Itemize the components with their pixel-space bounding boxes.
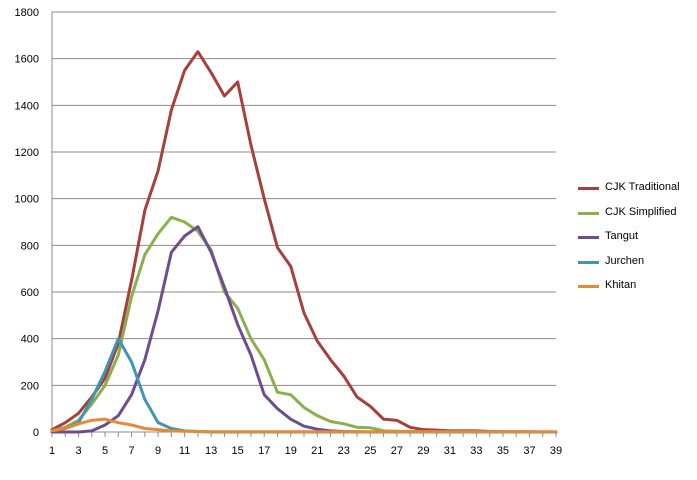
legend-label: CJK Simplified [605, 205, 677, 218]
x-tick-label: 35 [497, 445, 509, 457]
x-tick-label: 33 [470, 445, 482, 457]
legend-item: CJK Traditional [578, 178, 696, 203]
x-tick-label: 31 [444, 445, 456, 457]
x-tick-label: 1 [49, 445, 55, 457]
y-tick-label: 1800 [15, 7, 39, 19]
series-line-cjk-traditional [50, 50, 558, 434]
legend-label: Jurchen [605, 254, 645, 267]
x-tick-label: 25 [364, 445, 376, 457]
legend-swatch [578, 187, 599, 190]
x-tick-label: 13 [205, 445, 217, 457]
legend-swatch [578, 260, 599, 264]
x-tick-label: 17 [258, 445, 270, 457]
x-tick-label: 11 [179, 445, 190, 457]
legend-label: CJK Traditional [605, 181, 680, 193]
y-tick-label: 600 [21, 287, 39, 299]
legend-item: CJK Simplified [578, 203, 696, 228]
legend: CJK Traditional CJK Simplified Tangut Jurch… [578, 178, 696, 301]
y-tick-label: 1200 [15, 147, 39, 159]
legend-item: Khitan [578, 276, 696, 301]
y-tick-label: 1000 [15, 194, 39, 206]
x-tick-label: 29 [417, 445, 429, 457]
legend-item: Jurchen [578, 252, 696, 277]
y-tick-label: 1600 [15, 54, 39, 66]
x-tick-label: 5 [102, 445, 108, 457]
x-tick-label: 39 [550, 445, 562, 457]
legend-label: Tangut [605, 230, 639, 242]
series-line-tangut [50, 225, 558, 434]
y-tick-label: 400 [21, 334, 39, 346]
x-tick-label: 19 [285, 445, 297, 457]
y-tick-label: 1400 [15, 100, 39, 112]
legend-swatch [578, 236, 599, 239]
y-tick-label: 200 [21, 380, 39, 392]
y-tick-label: 800 [21, 240, 39, 252]
y-tick-label: 0 [33, 427, 39, 439]
legend-item: Tangut [578, 227, 696, 252]
x-tick-label: 3 [75, 445, 81, 457]
legend-swatch [578, 285, 599, 288]
series-line-khitan [50, 417, 558, 434]
x-tick-label: 37 [523, 445, 535, 457]
x-tick-label: 9 [155, 445, 161, 457]
x-tick-label: 21 [311, 445, 323, 457]
x-tick-label: 15 [232, 445, 244, 457]
x-tick-label: 27 [391, 445, 403, 457]
x-tick-label: 7 [129, 445, 135, 457]
legend-swatch [578, 211, 599, 215]
legend-label: Khitan [605, 279, 637, 291]
x-tick-label: 23 [338, 445, 350, 457]
